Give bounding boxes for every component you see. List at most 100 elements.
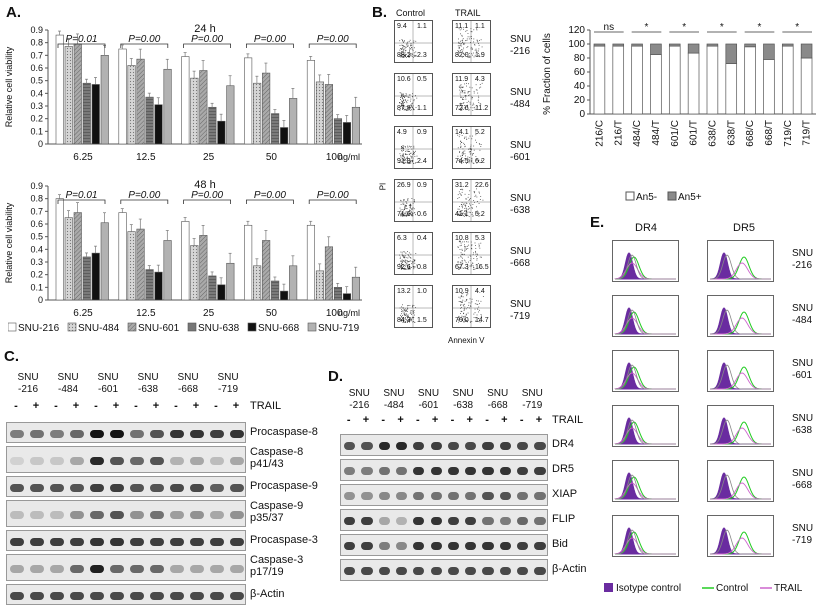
event-dot bbox=[406, 263, 408, 265]
event-dot bbox=[416, 97, 418, 99]
event-dot bbox=[461, 160, 463, 161]
bar bbox=[333, 118, 343, 145]
event-dot bbox=[400, 56, 402, 58]
event-dot bbox=[462, 305, 464, 307]
protein-label: Caspase-8 p41/43 bbox=[250, 446, 304, 470]
blot-band bbox=[130, 510, 144, 519]
reference-curve bbox=[710, 309, 771, 335]
event-dot bbox=[467, 161, 469, 162]
event-dot bbox=[470, 144, 472, 146]
event-dot bbox=[399, 44, 401, 46]
facs-row-label: SNU -638 bbox=[510, 193, 532, 216]
event-dot bbox=[459, 103, 461, 105]
event-dot bbox=[467, 159, 469, 161]
event-dot bbox=[460, 162, 462, 163]
event-dot bbox=[471, 138, 473, 140]
event-dot bbox=[414, 156, 416, 157]
event-dot bbox=[403, 321, 405, 323]
event-dot bbox=[403, 309, 405, 311]
event-dot bbox=[408, 268, 410, 269]
event-dot bbox=[461, 35, 463, 37]
event-dot bbox=[402, 47, 404, 49]
blot-band bbox=[170, 564, 184, 573]
event-dot bbox=[401, 262, 403, 264]
event-dot bbox=[403, 255, 405, 257]
event-dot bbox=[461, 260, 463, 262]
y-tick-label: 100 bbox=[568, 39, 585, 50]
event-dot bbox=[406, 215, 407, 217]
event-dot bbox=[468, 304, 470, 306]
event-dot bbox=[470, 258, 472, 260]
blot-band bbox=[430, 542, 442, 550]
event-dot bbox=[479, 192, 480, 194]
event-dot bbox=[473, 92, 475, 94]
event-dot bbox=[475, 48, 477, 50]
event-dot bbox=[403, 99, 404, 101]
blot-band bbox=[447, 467, 460, 475]
y-tick-label: 0.6 bbox=[30, 63, 43, 73]
event-dot bbox=[469, 321, 471, 323]
event-dot bbox=[459, 85, 461, 87]
event-dot bbox=[460, 241, 461, 243]
event-dot bbox=[457, 147, 459, 149]
event-dot bbox=[461, 301, 463, 303]
bar bbox=[55, 34, 64, 145]
event-dot bbox=[466, 38, 468, 40]
event-dot bbox=[403, 56, 405, 58]
event-dot bbox=[409, 317, 411, 319]
flow-histogram bbox=[707, 295, 774, 337]
event-dot bbox=[412, 321, 414, 323]
event-dot bbox=[404, 94, 406, 96]
event-dot bbox=[477, 213, 479, 215]
blot-band bbox=[378, 517, 390, 525]
event-dot bbox=[469, 135, 471, 137]
event-dot bbox=[403, 320, 404, 322]
blot-band bbox=[190, 591, 204, 600]
quadrant-value: 10.6 bbox=[397, 76, 411, 83]
event-dot bbox=[460, 109, 462, 111]
event-dot bbox=[403, 256, 405, 258]
blot-band bbox=[170, 591, 184, 600]
event-dot bbox=[462, 253, 464, 255]
event-dot bbox=[474, 106, 476, 108]
event-dot bbox=[404, 205, 406, 207]
event-dot bbox=[409, 94, 411, 96]
event-dot bbox=[403, 261, 405, 262]
y-tick-label: 80 bbox=[574, 53, 586, 64]
event-dot bbox=[460, 45, 462, 47]
event-dot bbox=[463, 202, 465, 204]
event-dot bbox=[462, 97, 464, 99]
event-dot bbox=[461, 99, 463, 100]
event-dot bbox=[403, 157, 405, 159]
blot-band bbox=[130, 564, 144, 573]
facs-plot: 31.2 22.6 41.1 5.2 bbox=[452, 179, 491, 222]
event-dot bbox=[405, 257, 407, 259]
blot-band bbox=[430, 567, 442, 575]
event-dot bbox=[471, 157, 473, 159]
event-dot bbox=[405, 311, 407, 312]
blot-band bbox=[361, 542, 373, 550]
event-dot bbox=[401, 95, 403, 97]
event-dot bbox=[462, 39, 464, 41]
blot-band bbox=[30, 591, 44, 600]
event-dot bbox=[471, 49, 473, 51]
event-dot bbox=[403, 162, 404, 164]
event-dot bbox=[460, 255, 462, 257]
event-dot bbox=[462, 38, 464, 40]
event-dot bbox=[476, 201, 478, 202]
event-dot bbox=[401, 44, 403, 46]
event-dot bbox=[400, 99, 401, 100]
event-dot bbox=[413, 42, 415, 44]
blot-band bbox=[50, 483, 64, 492]
blot-band bbox=[210, 537, 224, 546]
significance-label: * bbox=[720, 22, 724, 33]
event-dot bbox=[462, 160, 464, 162]
reference-curve bbox=[615, 364, 676, 390]
bar-an5-neg bbox=[650, 54, 662, 115]
event-dot bbox=[411, 212, 413, 214]
blot-band bbox=[534, 467, 546, 475]
event-dot bbox=[416, 155, 418, 157]
event-dot bbox=[473, 145, 475, 147]
event-dot bbox=[401, 161, 402, 163]
blot-band bbox=[10, 537, 24, 546]
